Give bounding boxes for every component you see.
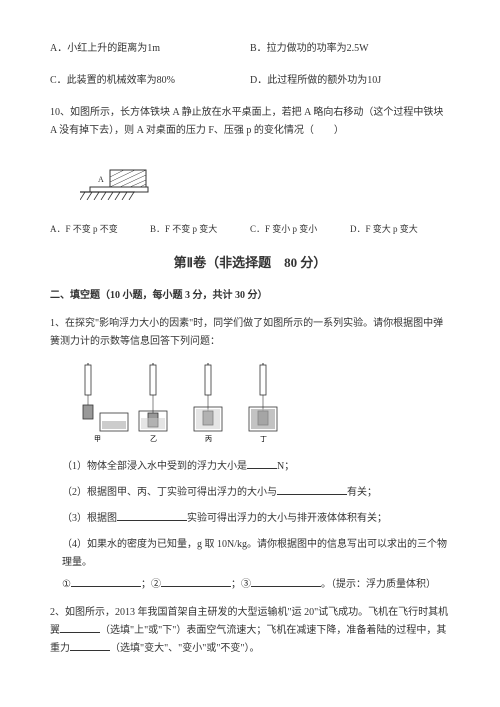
section2-title: 第Ⅱ卷（非选择题 80 分） xyxy=(50,251,450,274)
q1-sub1: （1）物体全部浸入水中受到的浮力大小是 N； xyxy=(50,458,450,476)
q9-option-b: B．拉力做功的功率为2.5W xyxy=(250,40,450,58)
svg-text:乙: 乙 xyxy=(150,435,157,443)
blank xyxy=(161,576,231,587)
q10-figure: A xyxy=(80,152,450,207)
q1-figure: 甲 乙 丙 丁 xyxy=(80,363,450,450)
q1-sub2-b: 有关； xyxy=(347,487,377,498)
blank xyxy=(71,576,141,587)
q1-sub2: （2）根据图甲、丙、丁实验可得出浮力的大小与 有关； xyxy=(50,484,450,502)
q1-sub4-a: （4）如果水的密度为已知量，g 取 10N/kg。请你根据图中的信息写出可以求出… xyxy=(62,536,450,572)
blank xyxy=(247,458,277,469)
blank xyxy=(251,576,321,587)
q9-option-c: C．此装置的机械效率为80% xyxy=(50,72,250,90)
q10-options: A．F 不变 p 不变 B．F 不变 p 变大 C．F 变小 p 变小 D．F … xyxy=(50,221,450,237)
svg-text:丙: 丙 xyxy=(205,435,212,443)
blank xyxy=(277,484,347,495)
q2: 2、如图所示，2013 年我国首架自主研发的大型运输机"运 20"试飞成功。飞机… xyxy=(50,604,450,658)
q1-sub4-2: ；② xyxy=(141,579,161,590)
svg-text:甲: 甲 xyxy=(94,435,101,443)
svg-text:A: A xyxy=(98,175,104,184)
q10-option-c: C．F 变小 p 变小 xyxy=(250,221,350,237)
q10-option-b: B．F 不变 p 变大 xyxy=(150,221,250,237)
q2-c: （选填"变大"、"变小"或"不变"）。 xyxy=(110,643,260,654)
q1-sub3-b: 实验可得出浮力的大小与排开液体体积有关； xyxy=(187,513,387,524)
q9-options: A．小红上升的距离为1m B．拉力做功的功率为2.5W xyxy=(50,40,450,58)
blank xyxy=(70,640,110,651)
q10-text: 10、如图所示，长方体铁块 A 静止放在水平桌面上，若把 A 略向右移动（这个过… xyxy=(50,104,450,140)
q9-option-a: A．小红上升的距离为1m xyxy=(50,40,250,58)
q1-sub1-b: N； xyxy=(277,461,294,472)
blank xyxy=(60,622,100,633)
blank xyxy=(117,510,187,521)
q1-sub3: （3）根据图 实验可得出浮力的大小与排开液体体积有关； xyxy=(50,510,450,528)
q9-options-2: C．此装置的机械效率为80% D．此过程所做的额外功为10J xyxy=(50,72,450,90)
fillblank-title: 二、填空题（10 小题，每小题 3 分，共计 30 分） xyxy=(50,287,450,305)
q1-sub1-a: （1）物体全部浸入水中受到的浮力大小是 xyxy=(62,461,247,472)
q9-option-d: D．此过程所做的额外功为10J xyxy=(250,72,450,90)
q1-sub3-a: （3）根据图 xyxy=(62,513,117,524)
q10-option-d: D．F 变大 p 变大 xyxy=(350,221,450,237)
q1-sub2-a: （2）根据图甲、丙、丁实验可得出浮力的大小与 xyxy=(62,487,277,498)
q10-option-a: A．F 不变 p 不变 xyxy=(50,221,150,237)
q1-sub4-1: ① xyxy=(62,579,71,590)
q1-sub4: （4）如果水的密度为已知量，g 取 10N/kg。请你根据图中的信息写出可以求出… xyxy=(50,536,450,594)
svg-text:丁: 丁 xyxy=(260,435,267,443)
q1-sub4-hint: 。（提示：浮力质量体积） xyxy=(321,579,436,590)
q1-text: 1、在探究"影响浮力大小的因素"时，同学们做了如图所示的一系列实验。请你根据图中… xyxy=(50,315,450,351)
q1-sub4-3: ；③ xyxy=(231,579,251,590)
